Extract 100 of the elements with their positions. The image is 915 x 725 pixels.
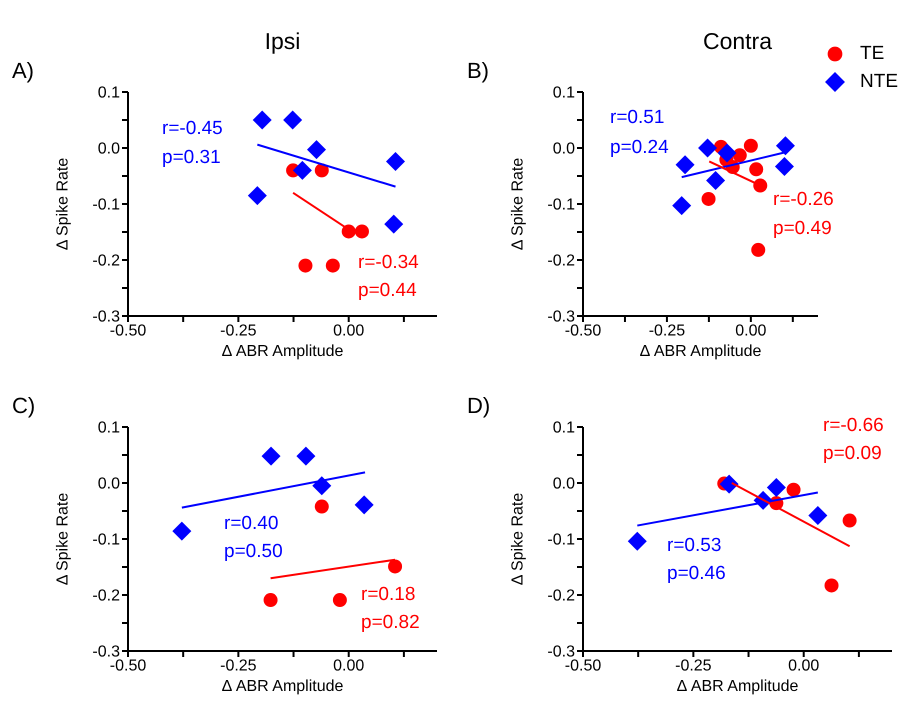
annotation: r=0.40	[224, 513, 278, 535]
y-tick-label: 0.1	[552, 420, 576, 437]
point	[326, 258, 340, 273]
point	[776, 136, 795, 156]
annotation: p=0.09	[823, 443, 882, 465]
x-tick-label: 0.00	[788, 657, 820, 674]
y-tick-label: -0.1	[92, 196, 120, 214]
point	[774, 156, 794, 176]
y-tick-label: 0.1	[98, 420, 120, 437]
y-tick-label: 0.0	[552, 476, 576, 493]
annotation: p=0.46	[667, 563, 726, 585]
point	[292, 160, 312, 180]
annotation: p=0.44	[358, 280, 417, 302]
point	[732, 148, 747, 162]
x-tick-label: 0.00	[333, 657, 364, 674]
point	[808, 506, 828, 525]
point	[384, 214, 404, 234]
annotation: p=0.24	[610, 137, 669, 159]
point	[252, 110, 272, 130]
x-axis-title: Δ ABR Amplitude	[640, 343, 762, 360]
chart-title: Contra	[702, 28, 772, 54]
y-tick-label: -0.1	[92, 532, 120, 549]
legend-label: NTE	[860, 71, 898, 93]
annotation: p=0.31	[162, 147, 221, 169]
point	[314, 500, 329, 514]
annotation: r=-0.45	[162, 118, 223, 140]
y-tick-label: -0.1	[547, 532, 576, 549]
point	[248, 186, 267, 206]
annotation: r=0.18	[361, 584, 416, 606]
y-axis-title: Δ Spike Rate	[510, 492, 527, 586]
legend-label: TE	[860, 43, 884, 65]
x-axis-title: Δ ABR Amplitude	[676, 678, 799, 695]
point	[706, 170, 726, 190]
point	[698, 138, 718, 158]
point	[312, 476, 332, 496]
point	[354, 224, 369, 238]
point	[842, 514, 857, 528]
chart-subtitle: D)	[467, 393, 490, 419]
y-axis-title: Δ Spike Rate	[54, 492, 72, 586]
annotation: p=0.50	[224, 541, 283, 563]
point	[296, 446, 316, 466]
point	[342, 224, 356, 238]
x-tick-label: -0.50	[564, 322, 602, 340]
annotation: r=0.51	[610, 107, 664, 129]
y-axis-title: Δ Spike Rate	[510, 158, 527, 250]
y-tick-label: 0.0	[98, 140, 120, 158]
x-tick-label: 0.00	[735, 322, 767, 340]
point	[766, 478, 786, 497]
y-tick-label: 0.1	[552, 84, 576, 102]
x-tick-label: -0.50	[110, 322, 146, 340]
x-tick-label: 0.00	[333, 322, 364, 340]
x-tick-label: -0.50	[564, 657, 602, 674]
point	[720, 474, 739, 494]
point	[354, 495, 374, 514]
x-tick-label: -0.25	[220, 322, 257, 340]
annotation: r=-0.66	[823, 415, 884, 437]
point	[172, 522, 192, 541]
point	[751, 242, 766, 257]
chart-subtitle: A)	[12, 58, 34, 84]
point	[672, 196, 692, 216]
point	[314, 163, 329, 178]
chart-subtitle: B)	[467, 58, 489, 84]
annotation: r=-0.26	[773, 189, 834, 211]
y-tick-label: 0.0	[98, 476, 120, 493]
point	[264, 593, 278, 608]
y-tick-label: -0.2	[92, 252, 120, 270]
x-tick-label: -0.25	[220, 657, 257, 674]
x-tick-label: -0.50	[110, 657, 146, 674]
point	[298, 258, 312, 273]
chart-subtitle: C)	[12, 393, 36, 419]
point	[702, 192, 716, 206]
point	[676, 155, 695, 174]
point	[386, 152, 406, 171]
point	[332, 593, 347, 608]
y-tick-label: -0.2	[547, 252, 576, 270]
annotation: p=0.49	[773, 218, 832, 240]
point	[388, 559, 402, 574]
point	[824, 578, 839, 592]
point	[753, 178, 768, 193]
point	[749, 162, 764, 176]
point	[718, 144, 737, 163]
annotation: r=0.53	[667, 535, 722, 557]
point	[283, 110, 302, 130]
y-axis-title: Δ Spike Rate	[54, 158, 72, 250]
point	[262, 446, 281, 466]
chart-title: Ipsi	[264, 28, 302, 55]
x-axis-title: Δ ABR Amplitude	[222, 343, 344, 360]
annotation: p=0.82	[361, 612, 420, 634]
point	[744, 138, 758, 153]
y-tick-label: -0.2	[547, 588, 576, 605]
x-tick-label: -0.25	[675, 657, 712, 674]
point	[628, 532, 647, 551]
y-tick-label: -0.1	[547, 196, 576, 214]
y-tick-label: 0.0	[552, 140, 576, 158]
point	[306, 140, 326, 160]
x-tick-label: -0.25	[648, 322, 686, 340]
x-axis-title: Δ ABR Amplitude	[222, 678, 344, 695]
annotation: r=-0.34	[358, 252, 419, 274]
y-tick-label: -0.2	[92, 588, 120, 605]
y-tick-label: 0.1	[98, 84, 120, 102]
